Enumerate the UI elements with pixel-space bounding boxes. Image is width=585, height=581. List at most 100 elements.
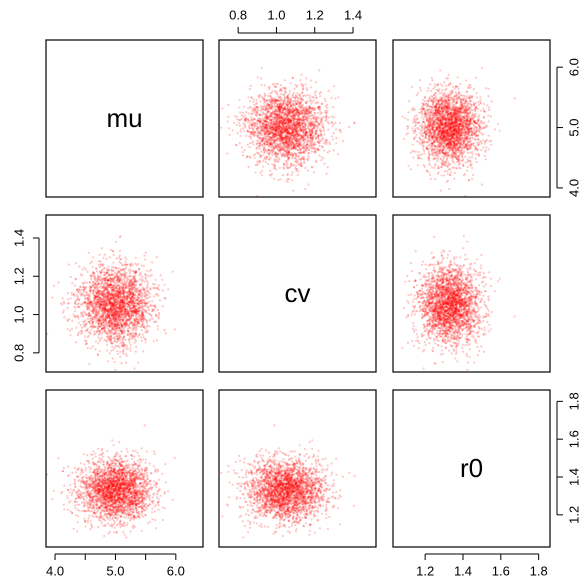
scatter-point	[416, 164, 419, 167]
scatter-point	[301, 151, 304, 154]
scatter-point	[283, 114, 286, 117]
scatter-point	[296, 119, 299, 122]
scatter-point	[415, 123, 418, 126]
scatter-point	[257, 119, 260, 122]
scatter-point	[302, 134, 306, 137]
scatter-point	[320, 159, 323, 162]
scatter-point	[406, 127, 409, 130]
scatter-point	[313, 147, 316, 150]
scatter-point	[439, 189, 443, 192]
scatter-point	[310, 114, 313, 117]
scatter-point	[250, 141, 254, 144]
scatter-point	[321, 146, 324, 149]
scatter-point	[464, 161, 467, 164]
scatter-point	[320, 155, 323, 158]
scatter-point	[279, 151, 282, 154]
scatter-point	[273, 140, 276, 143]
scatter-point	[479, 109, 483, 112]
scatter-point	[278, 124, 281, 127]
scatter-point	[312, 116, 316, 120]
scatter-point	[283, 162, 286, 166]
scatter-point	[484, 149, 487, 152]
scatter-point	[284, 135, 287, 138]
scatter-point	[452, 115, 455, 118]
scatter-point	[463, 101, 467, 104]
scatter-point	[273, 158, 276, 161]
scatter-point	[314, 133, 317, 136]
scatter-point	[313, 108, 316, 111]
scatter-point	[263, 122, 266, 125]
scatter-point	[482, 107, 485, 110]
scatter-point	[304, 101, 308, 104]
scatter-point	[304, 147, 308, 150]
scatter-point	[276, 139, 279, 142]
scatter-point	[280, 153, 283, 156]
scatter-point	[463, 94, 466, 98]
scatter-point	[471, 153, 474, 156]
scatter-point	[295, 154, 298, 157]
scatter-point	[278, 138, 281, 141]
scatter-point	[417, 157, 420, 160]
scatter-point	[434, 178, 437, 181]
scatter-point	[488, 106, 491, 109]
scatter-point	[338, 121, 341, 125]
scatter-point	[487, 120, 490, 123]
scatter-point	[472, 88, 475, 91]
scatter-point	[281, 147, 284, 151]
scatter-point	[303, 138, 306, 141]
scatter-point	[287, 99, 290, 102]
scatter-point	[299, 79, 302, 82]
scatter-point	[288, 106, 291, 109]
scatter-point	[267, 109, 270, 112]
scatter-point	[287, 114, 290, 118]
scatter-point	[430, 99, 433, 102]
scatter-point	[281, 115, 284, 118]
scatter-point	[423, 149, 426, 152]
scatter-point	[423, 152, 426, 155]
scatter-point	[257, 151, 260, 154]
scatter-point	[424, 110, 427, 113]
scatter-point	[439, 83, 442, 86]
scatter-point	[245, 134, 248, 137]
scatter-point	[474, 138, 477, 141]
scatter-point	[261, 154, 264, 157]
scatter-point	[234, 143, 238, 146]
scatter-point	[239, 130, 242, 133]
scatter-point	[453, 123, 456, 126]
scatter-point	[451, 156, 454, 159]
scatter-point	[301, 91, 304, 94]
scatter-point	[465, 114, 468, 117]
scatter-point	[407, 164, 410, 167]
scatter-point	[438, 139, 441, 142]
scatter-point	[285, 164, 288, 167]
scatter-point	[304, 124, 307, 127]
scatter-point	[268, 173, 272, 177]
scatter-point	[276, 160, 279, 163]
scatter-point	[263, 84, 266, 87]
scatter-point	[272, 128, 275, 131]
scatter-point	[280, 139, 283, 142]
scatter-point	[274, 117, 278, 120]
scatter-point	[298, 119, 301, 122]
scatter-point	[458, 117, 461, 120]
scatter-point	[432, 87, 435, 90]
scatter-point	[409, 168, 413, 171]
scatter-point	[292, 164, 296, 167]
scatter-point	[469, 84, 472, 87]
scatter-point	[267, 117, 270, 120]
scatter-point	[314, 90, 318, 93]
scatter-point	[308, 131, 311, 134]
scatter-point	[448, 168, 451, 171]
scatter-point	[410, 85, 413, 88]
scatter-point	[285, 110, 288, 113]
scatter-point	[297, 142, 300, 145]
scatter-point	[455, 85, 458, 88]
scatter-point	[305, 77, 308, 80]
scatter-point	[422, 118, 425, 121]
scatter-point	[322, 157, 325, 160]
scatter-point	[258, 120, 261, 123]
scatter-point	[436, 128, 439, 131]
scatter-point	[297, 170, 300, 173]
scatter-point	[240, 146, 243, 149]
scatter-point	[290, 104, 293, 107]
